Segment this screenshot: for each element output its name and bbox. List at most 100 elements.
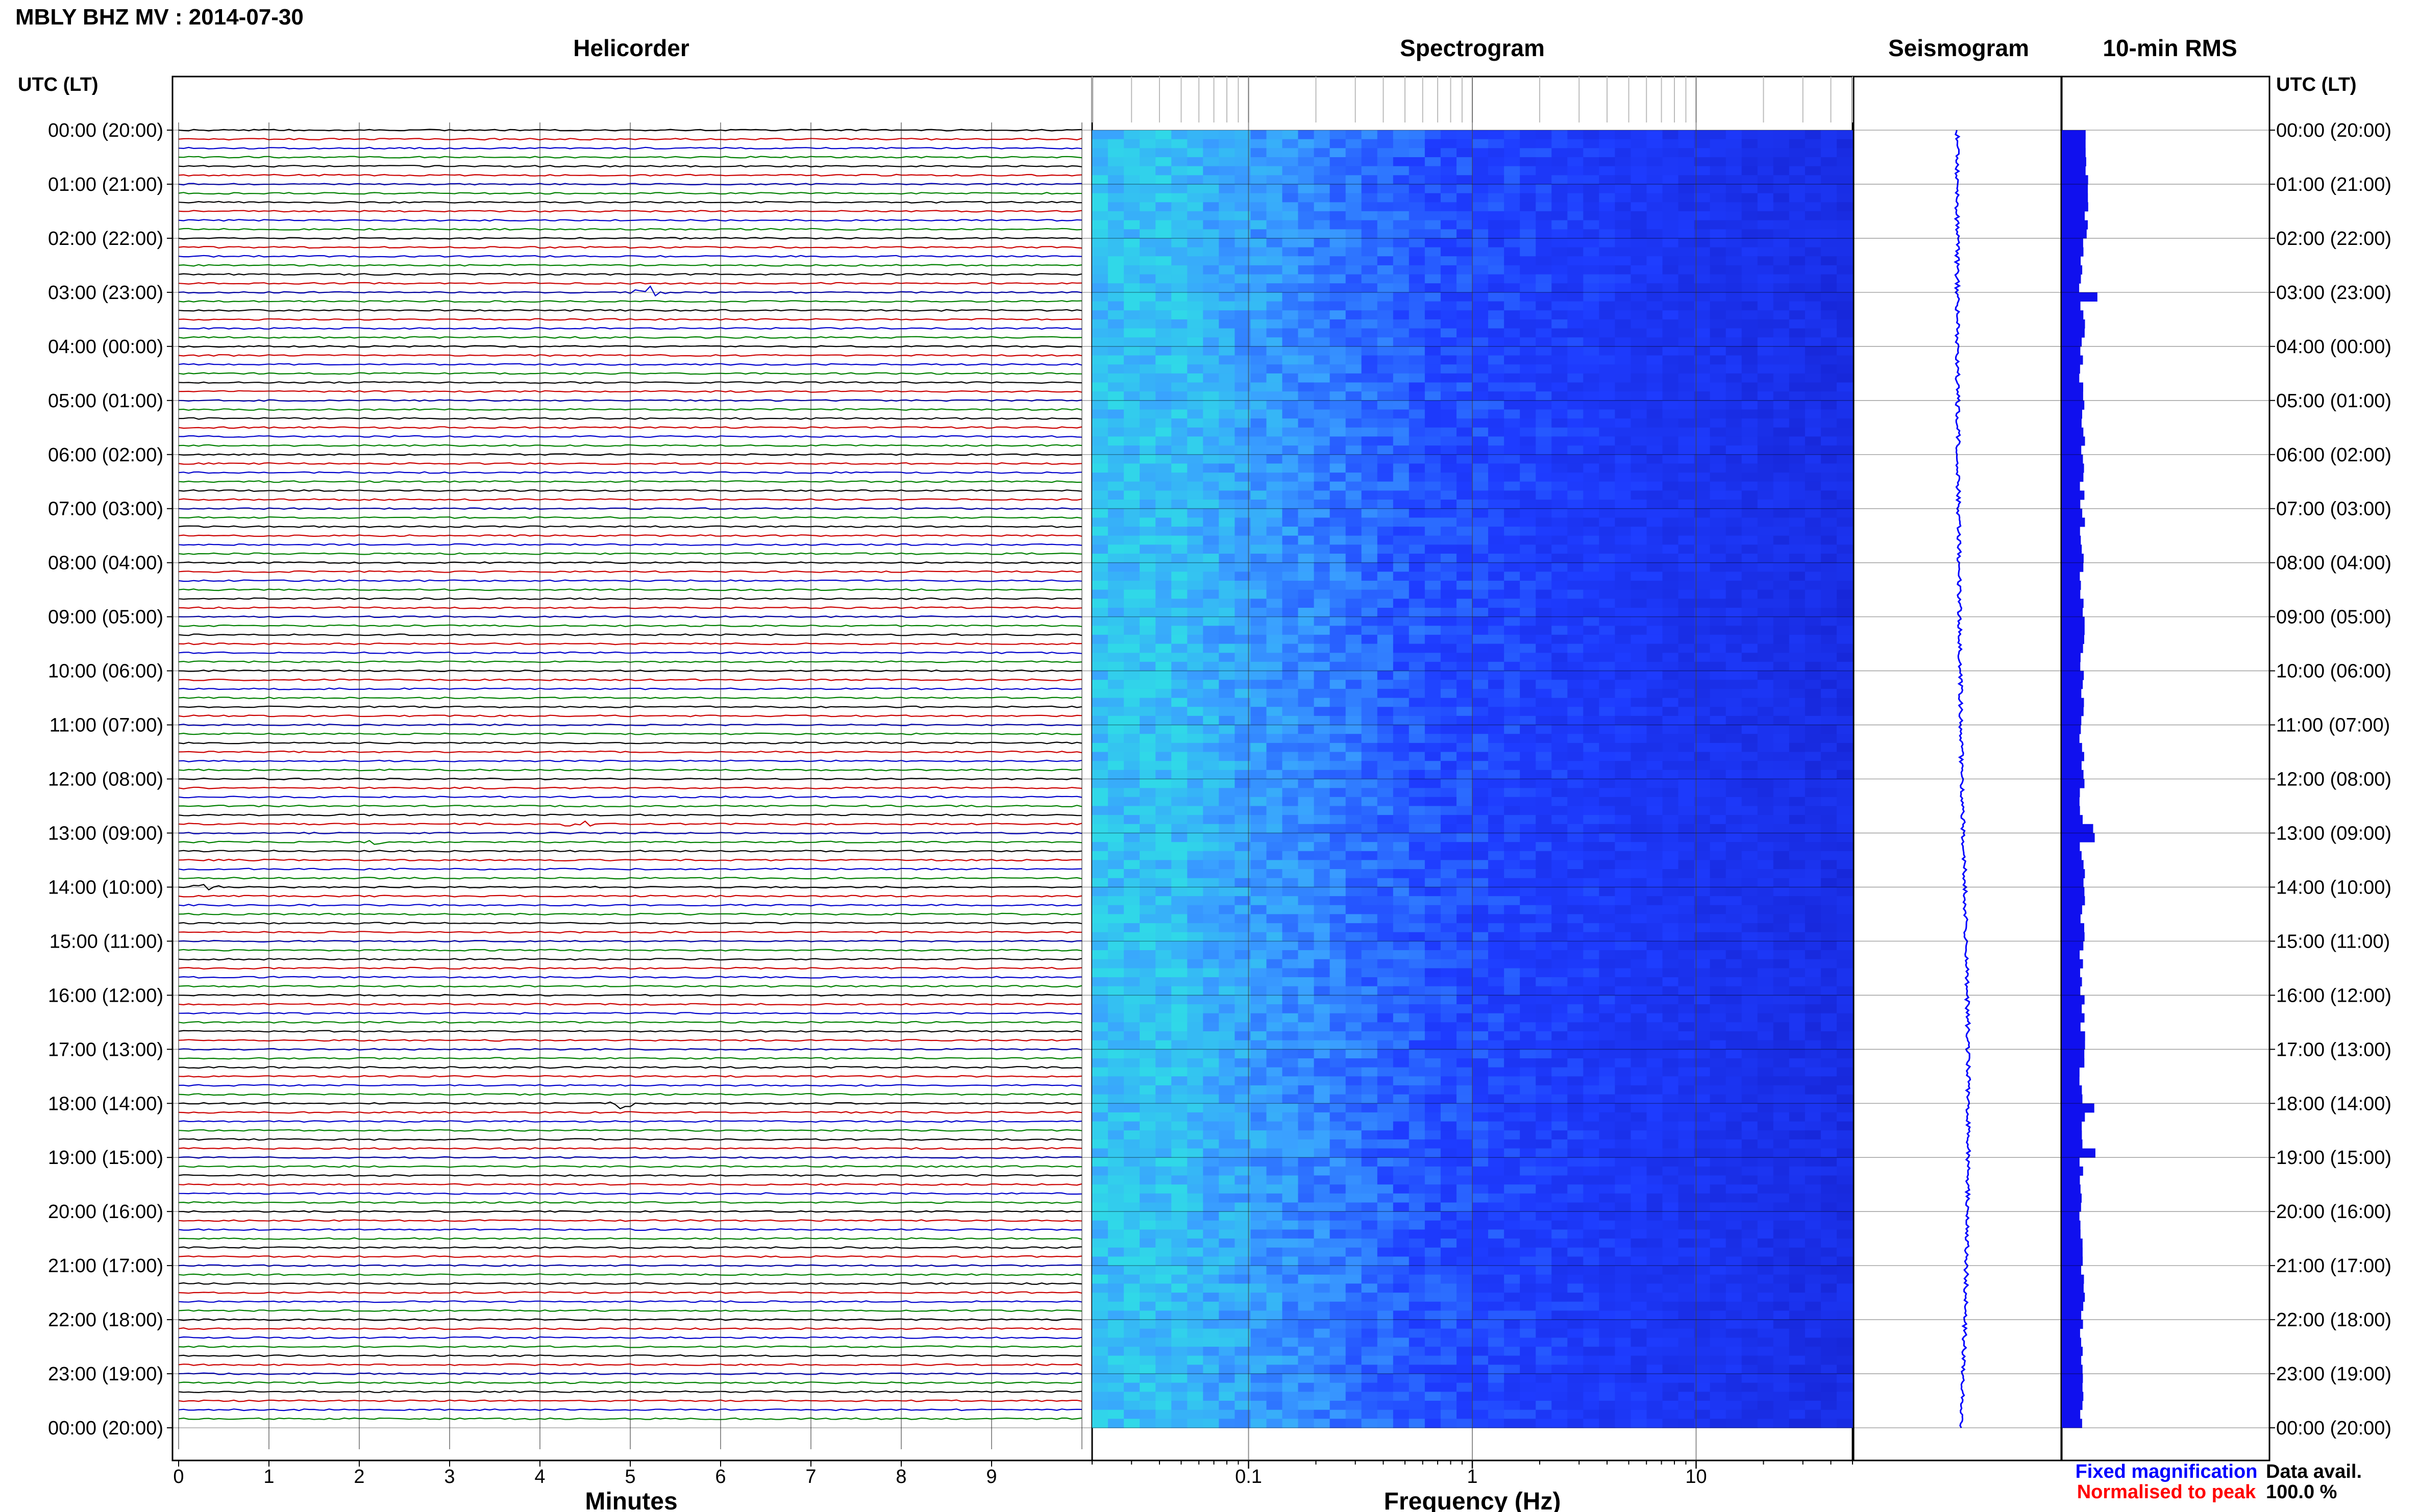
spectrogram-cell bbox=[1393, 391, 1410, 401]
spectrogram-cell bbox=[1725, 1022, 1742, 1032]
spectrogram-cell bbox=[1203, 427, 1219, 437]
spectrogram-cell bbox=[1140, 211, 1156, 221]
spectrogram-cell bbox=[1694, 373, 1711, 383]
spectrogram-cell bbox=[1393, 806, 1410, 815]
spectrogram-cell bbox=[1678, 193, 1695, 203]
spectrogram-cell bbox=[1409, 202, 1425, 212]
spectrogram-cell bbox=[1710, 202, 1726, 212]
spectrogram-cell bbox=[1298, 715, 1315, 726]
spectrogram-cell bbox=[1725, 490, 1742, 500]
spectrogram-cell bbox=[1678, 878, 1695, 888]
spectrogram-cell bbox=[1440, 986, 1457, 996]
spectrogram-cell bbox=[1219, 572, 1235, 581]
spectrogram-cell bbox=[1615, 626, 1631, 635]
spectrogram-cell bbox=[1440, 599, 1457, 608]
spectrogram-cell bbox=[1837, 770, 1853, 780]
spectrogram-cell bbox=[1155, 166, 1172, 176]
spectrogram-cell bbox=[1536, 752, 1552, 761]
spectrogram-cell bbox=[1171, 770, 1188, 780]
spectrogram-cell bbox=[1837, 887, 1853, 897]
spectrogram-cell bbox=[1805, 941, 1821, 951]
spectrogram-cell bbox=[1187, 562, 1203, 572]
spectrogram-cell bbox=[1124, 734, 1140, 743]
spectrogram-cell bbox=[1250, 905, 1267, 914]
spectrogram-cell bbox=[1203, 256, 1219, 266]
spectrogram-cell bbox=[1725, 265, 1742, 275]
spectrogram-cell bbox=[1092, 202, 1108, 212]
spectrogram-cell bbox=[1599, 391, 1615, 401]
spectrogram-cell bbox=[1424, 742, 1441, 753]
spectrogram-cell bbox=[1710, 1022, 1726, 1032]
spectrogram-cell bbox=[1520, 544, 1536, 554]
spectrogram-cell bbox=[1504, 454, 1520, 464]
spectrogram-cell bbox=[1805, 139, 1821, 148]
spectrogram-cell bbox=[1140, 680, 1156, 689]
spectrogram-cell bbox=[1409, 527, 1425, 536]
spectrogram-cell bbox=[1646, 661, 1663, 672]
spectrogram-cell bbox=[1789, 661, 1806, 672]
spectrogram-cell bbox=[1424, 995, 1441, 1005]
spectrogram-cell bbox=[1155, 959, 1172, 969]
spectrogram-cell bbox=[1599, 554, 1615, 563]
spectrogram-cell bbox=[1457, 500, 1473, 509]
spectrogram-cell bbox=[1187, 932, 1203, 941]
spectrogram-cell bbox=[1457, 797, 1473, 807]
spectrogram-cell bbox=[1820, 265, 1837, 275]
spectrogram-cell bbox=[1710, 572, 1726, 581]
spectrogram-cell bbox=[1377, 364, 1394, 374]
spectrogram-cell bbox=[1393, 337, 1410, 347]
spectrogram-cell bbox=[1345, 608, 1362, 617]
spectrogram-cell bbox=[1567, 229, 1584, 239]
spectrogram-cell bbox=[1266, 409, 1283, 419]
spectrogram-cell bbox=[1567, 896, 1584, 906]
spectrogram-cell bbox=[1488, 572, 1504, 581]
spectrogram-cell bbox=[1599, 860, 1615, 870]
spectrogram-cell bbox=[1282, 752, 1299, 761]
spectrogram-cell bbox=[1725, 608, 1742, 617]
spectrogram-cell bbox=[1694, 616, 1711, 626]
spectrogram-cell bbox=[1235, 184, 1251, 194]
spectrogram-cell bbox=[1457, 238, 1473, 248]
spectrogram-cell bbox=[1805, 319, 1821, 329]
spectrogram-cell bbox=[1725, 824, 1742, 834]
spectrogram-cell bbox=[1235, 932, 1251, 941]
spectrogram-cell bbox=[1377, 220, 1394, 230]
spectrogram-cell bbox=[1440, 661, 1457, 672]
spectrogram-cell bbox=[1377, 671, 1394, 680]
spectrogram-cell bbox=[1488, 535, 1504, 545]
spectrogram-cell bbox=[1409, 770, 1425, 780]
spectrogram-cell bbox=[1773, 355, 1790, 365]
spectrogram-cell bbox=[1678, 725, 1695, 734]
spectrogram-cell bbox=[1757, 391, 1774, 401]
spectrogram-cell bbox=[1504, 661, 1520, 672]
spectrogram-cell bbox=[1773, 806, 1790, 815]
spectrogram-cell bbox=[1837, 761, 1853, 771]
spectrogram-cell bbox=[1678, 346, 1695, 356]
spectrogram-cell bbox=[1140, 725, 1156, 734]
spectrogram-cell bbox=[1250, 742, 1267, 753]
spectrogram-cell bbox=[1741, 851, 1758, 861]
spectrogram-cell bbox=[1440, 698, 1457, 707]
spectrogram-cell bbox=[1837, 797, 1853, 807]
spectrogram-cell bbox=[1314, 382, 1330, 392]
spectrogram-cell bbox=[1820, 220, 1837, 230]
spectrogram-cell bbox=[1789, 788, 1806, 798]
spectrogram-cell bbox=[1710, 238, 1726, 248]
spectrogram-cell bbox=[1393, 130, 1410, 140]
spectrogram-cell bbox=[1757, 445, 1774, 455]
spectrogram-cell bbox=[1345, 473, 1362, 482]
spectrogram-cell bbox=[1694, 643, 1711, 653]
spectrogram-cell bbox=[1520, 148, 1536, 158]
spectrogram-cell bbox=[1631, 815, 1647, 825]
spectrogram-cell bbox=[1789, 589, 1806, 599]
spectrogram-cell bbox=[1631, 247, 1647, 257]
spectrogram-cell bbox=[1329, 616, 1346, 626]
spectrogram-cell bbox=[1710, 688, 1726, 699]
spectrogram-cell bbox=[1551, 283, 1568, 293]
spectrogram-cell bbox=[1108, 247, 1124, 257]
spectrogram-cell bbox=[1646, 634, 1663, 645]
spectrogram-cell bbox=[1710, 833, 1726, 842]
spectrogram-cell bbox=[1773, 554, 1790, 563]
spectrogram-cell bbox=[1250, 995, 1267, 1005]
spectrogram-cell bbox=[1741, 238, 1758, 248]
